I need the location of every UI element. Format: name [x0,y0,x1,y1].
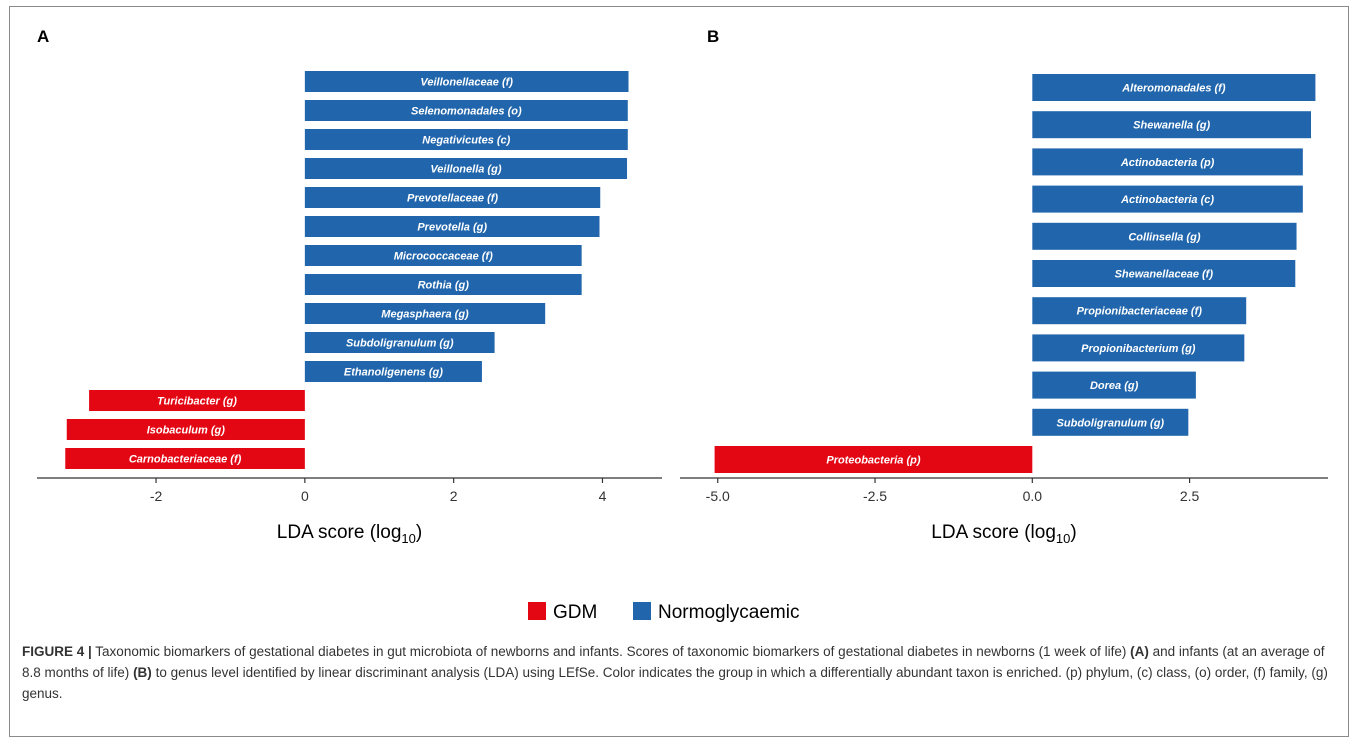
x-axis-title: LDA score (log10) [277,522,422,546]
bar-gdm [714,446,1033,473]
panel-b-chart: Alteromonadales (f) Shewanella (g) Actinob… [680,74,1328,546]
bar-normo [304,332,495,353]
legend-label-gdm: GDM [553,602,597,623]
caption-part: to genus level identified by linear disc… [22,665,1328,701]
legend-swatch-normo [633,602,651,620]
bar-label: Micrococcaceae (f) [394,251,493,263]
bar-label: Negativicutes (c) [422,135,510,147]
bar-label: Actinobacteria (p) [1120,157,1215,169]
bar-label: Rothia (g) [418,280,470,292]
bar-normo [304,71,629,92]
x-axis-title: LDA score (log10) [931,522,1076,546]
bar-label: Veillonella (g) [430,164,501,176]
bar-label: Carnobacteriaceae (f) [129,454,242,466]
bar-normo [304,245,582,266]
bar-label: Propionibacterium (g) [1081,343,1196,355]
caption-figure-label: FIGURE 4 | [22,644,92,659]
x-tick-label: 2.5 [1180,488,1200,504]
caption-part: Taxonomic biomarkers of gestational diab… [91,644,1131,659]
x-tick-label: -2 [150,488,163,504]
bar-normo [1032,74,1316,101]
bar-label: Prevotella (g) [417,222,487,234]
bar-normo [1032,222,1297,250]
bar-normo [304,303,546,324]
bar-normo [304,274,582,295]
figure-chart: A B Veillonellaceae (f) Selenomonadales (… [37,27,1328,623]
caption-part: (B) [133,665,152,680]
bar-normo [1032,260,1296,287]
bar-normo [304,129,628,150]
x-tick-label: 2 [450,488,458,504]
bar-label: Actinobacteria (c) [1120,194,1214,206]
bar-label: Dorea (g) [1090,380,1139,392]
legend: GDM Normoglycaemic [528,602,799,623]
bar-normo [1032,334,1245,362]
bar-label: Isobaculum (g) [147,425,226,437]
bar-label: Veillonellaceae (f) [420,77,513,89]
bar-normo [1032,297,1247,325]
x-tick-label: -5.0 [706,488,730,504]
bar-normo [1032,408,1189,436]
bar-label: Proteobacteria (p) [826,455,920,467]
bar-label: Ethanoligenens (g) [344,367,443,379]
figure-caption: FIGURE 4 | Taxonomic biomarkers of gesta… [22,641,1342,704]
x-tick-label: 0 [301,488,309,504]
panel-letter-b: B [707,27,719,46]
bar-label: Alteromonadales (f) [1121,83,1226,95]
panel-letter-a: A [37,27,49,46]
legend-swatch-gdm [528,602,546,620]
bar-label: Selenomonadales (o) [411,106,522,118]
bar-normo [304,158,628,179]
bar-normo [304,216,600,237]
x-tick-label: 4 [599,488,607,504]
bar-gdm [65,448,305,469]
x-tick-label: -2.5 [863,488,887,504]
bar-normo [1032,111,1312,139]
bar-label: Subdoligranulum (g) [1057,417,1165,429]
bar-normo [1032,371,1196,399]
bar-label: Collinsella (g) [1128,231,1200,243]
bar-label: Turicibacter (g) [157,396,237,408]
bar-gdm [66,419,305,440]
bar-normo [304,361,482,382]
bar-label: Megasphaera (g) [381,309,469,321]
bar-normo [304,187,601,208]
bar-normo [304,100,628,121]
bar-normo [1032,148,1303,176]
panel-a-chart: Veillonellaceae (f) Selenomonadales (o) Ne… [37,71,662,546]
x-tick-label: 0.0 [1023,488,1043,504]
caption-part: and infants (at an average of 8.8 months… [22,644,1325,680]
figure-frame [9,6,1349,737]
bar-label: Shewanella (g) [1133,120,1210,132]
caption-part: (A) [1130,644,1149,659]
bar-gdm [89,390,305,411]
bar-label: Propionibacteriaceae (f) [1077,306,1203,318]
legend-label-normo: Normoglycaemic [658,602,799,623]
bar-label: Prevotellaceae (f) [407,193,498,205]
bar-normo [1032,185,1303,213]
bar-label: Shewanellaceae (f) [1115,269,1214,281]
bar-label: Subdoligranulum (g) [346,338,454,350]
